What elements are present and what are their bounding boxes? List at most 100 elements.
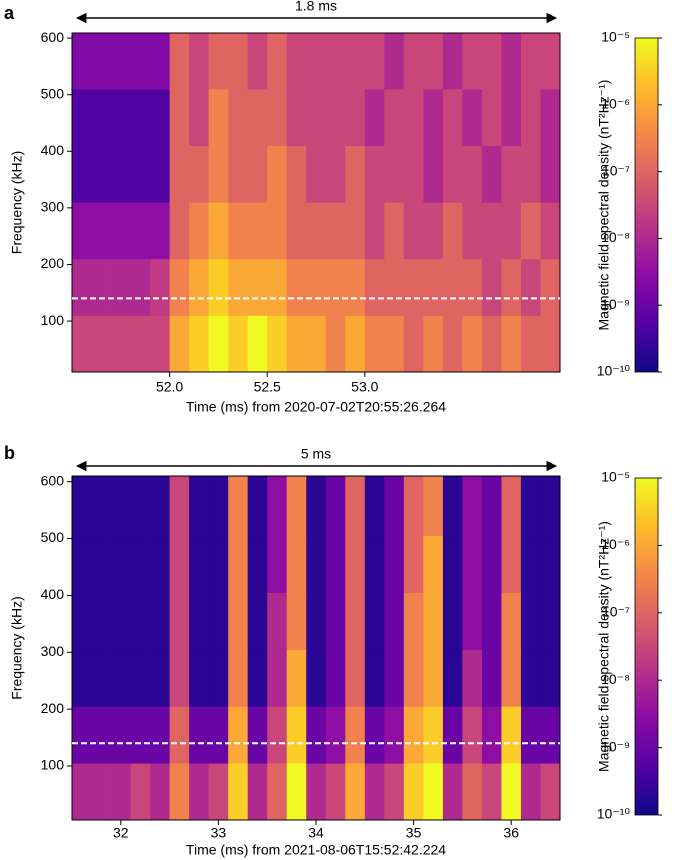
heatmap-cell [130,89,151,147]
heatmap-cell [247,649,268,707]
heatmap-cell [169,202,190,260]
heatmap-cell [189,763,210,821]
heatmap-cell [189,476,210,537]
heatmap-cell [501,592,522,650]
heatmap-cell [306,706,327,764]
heatmap-cell [189,706,210,764]
heatmap-cell [150,649,170,707]
heatmap-cell [325,706,346,764]
heatmap-cell [130,315,151,373]
heatmap-cell [228,535,249,593]
y-tick-label: 100 [41,312,65,328]
heatmap-cell [540,33,561,90]
heatmap-cell [384,535,405,593]
colorbar-tick-label: 10⁻⁸ [601,229,630,245]
heatmap-cell [208,763,229,821]
heatmap-cell [540,258,561,316]
heatmap-cell [130,649,151,707]
heatmap-cell [520,535,541,593]
heatmap-cell [345,535,366,593]
heatmap-cell [481,33,502,90]
heatmap-cell [462,33,483,90]
heatmap-cell [189,33,210,90]
heatmap-cell [208,258,229,316]
heatmap-cell [384,315,405,373]
colorbar-tick-label: 10⁻⁷ [602,604,630,620]
heatmap-cell [286,145,307,203]
heatmap-cell [286,258,307,316]
heatmap-cell [423,649,444,707]
heatmap-cell [540,202,561,260]
heatmap-cell [364,706,385,764]
heatmap-cell [169,33,190,90]
heatmap-cell [462,258,483,316]
heatmap-cell [306,145,327,203]
heatmap-cell [306,202,327,260]
heatmap-cell [364,33,385,90]
colorbar-tick-label: 10⁻⁹ [601,738,630,754]
heatmap-cell [150,145,170,203]
heatmap-cell [501,315,522,373]
heatmap-cell [403,315,424,373]
heatmap-cell [169,763,190,821]
heatmap-cell [247,145,268,203]
heatmap-cell [520,476,541,537]
heatmap-cell [228,649,249,707]
y-tick-label: 200 [41,700,65,716]
heatmap-cell [130,592,151,650]
heatmap-cell [501,706,522,764]
heatmap-cell [501,33,522,90]
heatmap-cell [540,763,561,821]
colorbar-tick-label: 10⁻⁹ [601,296,630,312]
heatmap-cell [228,258,249,316]
heatmap-cell [364,649,385,707]
heatmap-cell [169,706,190,764]
heatmap-cell [520,315,541,373]
colorbar-tick-label: 10⁻⁵ [601,469,630,485]
heatmap-cell [247,202,268,260]
heatmap-cell [403,145,424,203]
heatmap-cell [442,476,463,537]
heatmap-cell [423,592,444,650]
heatmap-cell [91,89,112,147]
span-label: 1.8 ms [295,0,337,14]
heatmap-cell [345,706,366,764]
heatmap-cell [247,763,268,821]
y-tick-label: 300 [41,199,65,215]
heatmap-cell [423,258,444,316]
heatmap-cell [72,89,92,147]
heatmap-cell [72,535,92,593]
y-axis-label: Frequency (kHz) [9,151,25,254]
heatmap-cell [423,706,444,764]
heatmap-cell [286,89,307,147]
heatmap-cell [72,258,92,316]
heatmap-cell [442,535,463,593]
heatmap-cell [403,706,424,764]
x-tick-label: 52.5 [254,379,281,395]
heatmap-cell [286,202,307,260]
heatmap-cell [91,706,112,764]
heatmap-cell [208,33,229,90]
heatmap-cell [189,145,210,203]
heatmap-cell [540,592,561,650]
heatmap-cell [364,315,385,373]
heatmap-cell [345,89,366,147]
heatmap-cell [442,145,463,203]
heatmap-cell [91,535,112,593]
heatmap-cell [169,535,190,593]
x-axis-label: Time (ms) from 2020-07-02T20:55:26.264 [186,399,446,415]
heatmap-cell [267,592,288,650]
heatmap-cell [364,476,385,537]
heatmap-cell [384,706,405,764]
heatmap-cell [189,89,210,147]
heatmap-cell [325,535,346,593]
heatmap-cell [345,258,366,316]
heatmap-cell [540,315,561,373]
heatmap-cell [72,315,92,373]
heatmap-cell [267,89,288,147]
heatmap-cell [462,202,483,260]
heatmap-cell [462,315,483,373]
heatmap-cell [403,33,424,90]
heatmap-cell [111,202,131,260]
heatmap-cell [189,202,210,260]
